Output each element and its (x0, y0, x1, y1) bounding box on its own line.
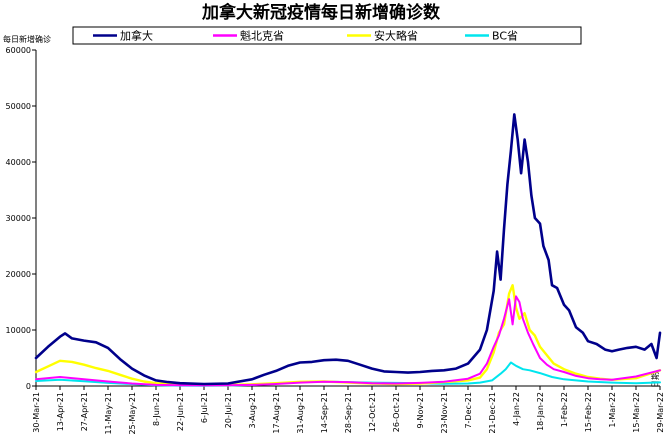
y-tick-label: 30000 (6, 214, 31, 223)
x-tick-label: 23-Nov-21 (440, 392, 449, 434)
x-tick-label: 22-Jun-21 (176, 392, 185, 431)
y-tick-label: 40000 (6, 158, 31, 167)
legend-box (72, 26, 582, 45)
x-tick-label: 15-Mar-22 (632, 392, 641, 433)
axes: 0 10000 20000 30000 40000 50000 60000 30-Mar-2… (6, 46, 665, 435)
x-tick-label: 3-Aug-21 (248, 392, 257, 429)
series-line-1 (35, 295, 661, 387)
x-tick-label: 20-Jul-21 (224, 392, 233, 428)
series-line-0 (34, 113, 662, 386)
x-tick-label: 8-Jun-21 (152, 392, 161, 426)
x-tick-label: 25-May-21 (128, 392, 137, 435)
x-tick-label: 17-Aug-21 (272, 392, 281, 434)
x-axis-corner-label: 日期 (651, 372, 660, 388)
y-tick-label: 0 (26, 382, 31, 391)
y-tick-label: 10000 (6, 326, 31, 335)
x-tick-label: 21-Dec-21 (488, 392, 497, 434)
chart-title: 加拿大新冠疫情每日新增确诊数 (201, 2, 441, 23)
x-tick-label: 12-Oct-21 (368, 392, 377, 432)
legend-label: 魁北克省 (240, 29, 284, 43)
y-tick-label: 20000 (6, 270, 31, 279)
x-tick-label: 29-Mar-22 (656, 392, 665, 433)
x-tick-label: 7-Dec-21 (464, 392, 473, 429)
y-tick-label: 50000 (6, 102, 31, 111)
x-tick-label: 18-Jan-22 (536, 392, 545, 431)
x-tick-label: 31-Aug-21 (296, 392, 305, 434)
x-tick-label: 6-Jul-21 (200, 392, 209, 423)
y-tick-label: 60000 (6, 46, 31, 55)
legend-label: BC省 (492, 30, 518, 43)
x-tick-label: 11-May-21 (104, 392, 113, 435)
x-tick-label: 1-Feb-22 (560, 392, 569, 427)
x-tick-label: 26-Oct-21 (392, 392, 401, 432)
x-tick-label: 14-Sep-21 (320, 392, 329, 433)
legend-label: 安大略省 (374, 29, 418, 43)
x-tick-label: 4-Jan-22 (512, 392, 521, 426)
y-axis-label: 每日新增确诊 (3, 34, 51, 44)
x-tick-label: 1-Mar-22 (608, 392, 617, 428)
x-tick-label: 9-Nov-21 (416, 392, 425, 428)
x-tick-label: 30-Mar-21 (32, 392, 41, 433)
x-tick-label: 15-Feb-22 (584, 392, 593, 432)
x-tick-label: 13-Apr-21 (56, 392, 65, 431)
series-layer (34, 113, 662, 387)
legend: 加拿大 魁北克省 安大略省 BC省 (72, 26, 582, 45)
x-tick-label: 27-Apr-21 (80, 392, 89, 431)
x-tick-label: 28-Sep-21 (344, 392, 353, 433)
legend-label: 加拿大 (120, 29, 153, 43)
series-line-2 (34, 284, 662, 387)
